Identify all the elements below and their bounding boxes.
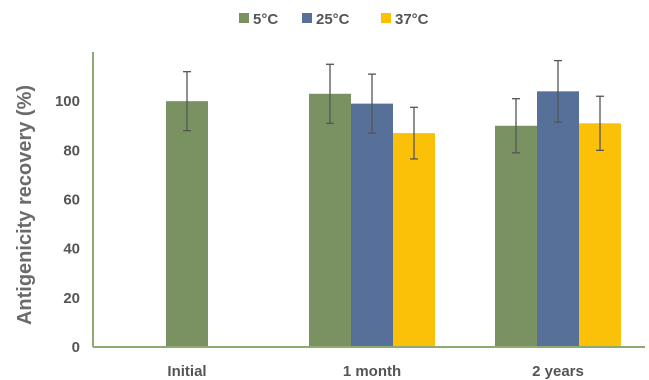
legend-label-1: 25°C	[316, 11, 350, 28]
x-category-label-1: 1 month	[343, 363, 401, 380]
y-axis-ticks: 0 20 40 60 80 100	[55, 93, 80, 356]
y-tick-label-0: 0	[72, 339, 80, 356]
legend-item-0: 5°C	[239, 11, 278, 28]
x-category-label-0: Initial	[167, 363, 206, 380]
y-tick-label-2: 40	[63, 241, 80, 258]
legend-item-1: 25°C	[302, 11, 350, 28]
bar-1-0	[309, 93, 351, 348]
legend-label-2: 37°C	[395, 11, 429, 28]
error-bar-0-0	[183, 71, 191, 132]
error-bar-1-1	[368, 73, 376, 134]
error-bar-1-2	[410, 106, 418, 160]
y-tick-label-3: 60	[63, 192, 80, 209]
legend-swatch-1	[302, 13, 312, 23]
y-tick-label-1: 20	[63, 290, 80, 307]
legend-swatch-2	[381, 13, 391, 23]
bar-1-2	[393, 133, 435, 347]
y-tick-label-5: 100	[55, 93, 80, 110]
legend-item-2: 37°C	[381, 11, 429, 28]
error-bar-1-0	[326, 63, 334, 124]
legend: 5°C 25°C 37°C	[239, 11, 429, 28]
y-axis-label: Antigenicity recovery (%)	[14, 85, 36, 325]
bar-2-1	[537, 91, 579, 347]
error-bar-2-2	[596, 95, 604, 151]
bar-1-1	[351, 103, 393, 347]
x-axis-categories: Initial 1 month 2 years	[167, 363, 583, 380]
bars	[166, 91, 621, 348]
error-bars	[183, 59, 604, 160]
bar-0-0	[166, 101, 208, 348]
bar-2-0	[495, 125, 537, 347]
legend-swatch-0	[239, 13, 249, 23]
error-bar-2-1	[554, 59, 562, 123]
legend-label-0: 5°C	[253, 11, 278, 28]
error-bar-2-0	[512, 98, 520, 154]
y-tick-label-4: 80	[63, 142, 80, 159]
bar-2-2	[579, 123, 621, 348]
x-category-label-2: 2 years	[532, 363, 584, 380]
